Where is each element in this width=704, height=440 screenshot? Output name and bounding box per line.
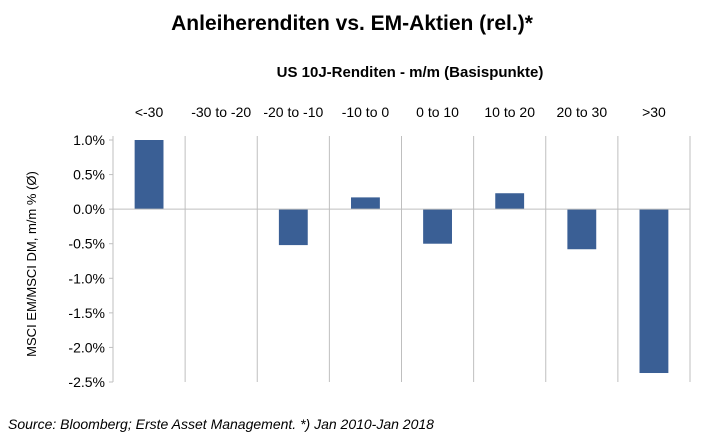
y-tick-label: -2.0% (68, 339, 105, 355)
bar (423, 209, 452, 244)
x-axis-title: US 10J-Renditen - m/m (Basispunkte) (276, 64, 544, 81)
y-tick-label: 0.0% (73, 201, 105, 217)
chart-title: Anleiherenditen vs. EM-Aktien (rel.)* (171, 12, 533, 35)
category-label: -20 to -10 (263, 104, 323, 120)
category-label: -10 to 0 (342, 104, 390, 120)
category-label: -30 to -20 (191, 104, 251, 120)
y-tick-label: 1.0% (73, 132, 105, 148)
source-note: Source: Bloomberg; Erste Asset Managemen… (8, 416, 434, 432)
bar (351, 197, 380, 210)
category-label: >30 (642, 104, 666, 120)
category-label: <-30 (135, 104, 164, 120)
y-tick-label: -2.5% (68, 374, 105, 390)
bar (567, 209, 597, 250)
category-label: 20 to 30 (557, 104, 608, 120)
y-tick-label: -1.0% (68, 270, 105, 286)
bar (278, 209, 308, 246)
bar (134, 140, 164, 210)
bar (639, 209, 669, 374)
y-tick-label: -1.5% (68, 305, 105, 321)
bar (495, 193, 525, 210)
y-tick-label: 0.5% (73, 167, 105, 183)
y-tick-label: -0.5% (68, 236, 105, 252)
category-label: 10 to 20 (484, 104, 535, 120)
category-label: 0 to 10 (416, 104, 459, 120)
